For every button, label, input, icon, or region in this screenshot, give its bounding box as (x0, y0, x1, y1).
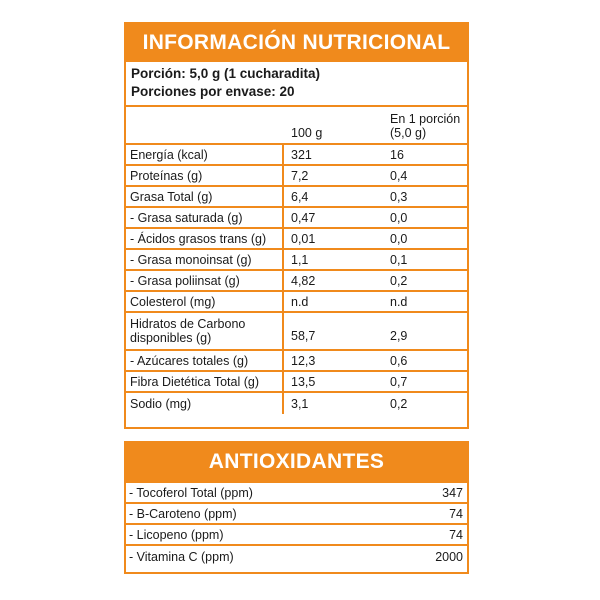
antioxidant-name: - Tocoferol Total (ppm) (129, 485, 253, 500)
header-name-cell (126, 107, 284, 143)
nutrient-name: Fibra Dietética Total (g) (126, 372, 284, 391)
nutrient-value-per-portion: 0,2 (390, 273, 408, 288)
nutrient-value-per-portion: 0,0 (390, 210, 408, 225)
antioxidant-value: 2000 (435, 549, 463, 564)
nutrient-row-carbohydrates: Hidratos de Carbono disponibles (g) 58,7… (126, 313, 467, 351)
nutrient-value-per-100g: n.d (291, 294, 309, 309)
antioxidant-value: 347 (442, 485, 463, 500)
nutrition-facts-panel: INFORMACIÓN NUTRICIONAL Porción: 5,0 g (… (124, 22, 469, 429)
nutrient-name: Proteínas (g) (126, 166, 284, 185)
antioxidants-panel: ANTIOXIDANTES - Tocoferol Total (ppm) 34… (124, 441, 469, 574)
antioxidants-title: ANTIOXIDANTES (126, 443, 467, 483)
nutrient-row-total-fat: Grasa Total (g) 6,4 0,3 (126, 187, 467, 208)
antioxidant-name: - Vitamina C (ppm) (129, 549, 234, 564)
nutrient-value-per-portion: 0,7 (390, 374, 408, 389)
nutrient-value-per-100g: 6,4 (291, 189, 309, 204)
nutrient-name: Hidratos de Carbono disponibles (g) (126, 313, 284, 349)
nutrient-value-per-100g: 12,3 (291, 353, 316, 368)
antioxidant-row-lycopene: - Licopeno (ppm) 74 (126, 525, 467, 546)
serving-info: Porción: 5,0 g (1 cucharadita) Porciones… (126, 62, 467, 107)
nutrient-value-per-100g: 1,1 (291, 252, 309, 267)
nutrition-table-header: 100 g En 1 porción (5,0 g) (126, 107, 467, 145)
serving-size: Porción: 5,0 g (1 cucharadita) (131, 66, 321, 81)
nutrient-row-trans-fat: - Ácidos grasos trans (g) 0,01 0,0 (126, 229, 467, 250)
nutrient-value-per-portion: 16 (390, 147, 404, 162)
nutrient-value-per-portion: n.d (390, 294, 408, 309)
nutrient-name: - Azúcares totales (g) (126, 351, 284, 370)
column-header-per-100g: 100 g (291, 126, 323, 140)
nutrient-row-monounsaturated-fat: - Grasa monoinsat (g) 1,1 0,1 (126, 250, 467, 271)
nutrient-value-per-100g: 3,1 (291, 396, 309, 411)
nutrient-value-per-100g: 7,2 (291, 168, 309, 183)
nutrient-value-per-100g: 13,5 (291, 374, 316, 389)
nutrient-row-total-sugars: - Azúcares totales (g) 12,3 0,6 (126, 351, 467, 372)
nutrient-value-per-100g: 0,47 (291, 210, 316, 225)
antioxidant-name: - Licopeno (ppm) (129, 527, 224, 542)
nutrient-row-dietary-fiber: Fibra Dietética Total (g) 13,5 0,7 (126, 372, 467, 393)
antioxidant-row-beta-carotene: - B-Caroteno (ppm) 74 (126, 504, 467, 525)
nutrient-name: - Ácidos grasos trans (g) (126, 229, 284, 248)
nutrient-value-per-portion: 0,3 (390, 189, 408, 204)
nutrient-name: Energía (kcal) (126, 145, 284, 164)
antioxidant-row-tocopherol: - Tocoferol Total (ppm) 347 (126, 483, 467, 504)
nutrient-name: - Grasa poliinsat (g) (126, 271, 284, 290)
nutrient-row-sodium: Sodio (mg) 3,1 0,2 (126, 393, 467, 414)
nutrient-value-per-portion: 0,0 (390, 231, 408, 246)
nutrient-value-per-100g: 321 (291, 147, 312, 162)
antioxidant-value: 74 (449, 506, 463, 521)
nutrient-row-protein: Proteínas (g) 7,2 0,4 (126, 166, 467, 187)
antioxidants-table: - Tocoferol Total (ppm) 347 - B-Caroteno… (126, 483, 467, 567)
nutrient-name: Colesterol (mg) (126, 292, 284, 311)
nutrient-value-per-100g: 4,82 (291, 273, 316, 288)
nutrient-row-energy: Energía (kcal) 321 16 (126, 145, 467, 166)
nutrient-value-per-100g: 58,7 (291, 329, 316, 343)
nutrient-name: Sodio (mg) (126, 393, 284, 414)
column-header-per-portion: En 1 porción (5,0 g) (390, 112, 461, 140)
nutrient-value-per-portion: 0,2 (390, 396, 408, 411)
nutrient-name: - Grasa monoinsat (g) (126, 250, 284, 269)
nutrient-value-per-portion: 0,4 (390, 168, 408, 183)
nutrient-row-polyunsaturated-fat: - Grasa poliinsat (g) 4,82 0,2 (126, 271, 467, 292)
nutrient-name: - Grasa saturada (g) (126, 208, 284, 227)
nutrient-row-saturated-fat: - Grasa saturada (g) 0,47 0,0 (126, 208, 467, 229)
nutrient-value-per-portion: 0,1 (390, 252, 408, 267)
nutrient-value-per-portion: 0,6 (390, 353, 408, 368)
nutrition-title: INFORMACIÓN NUTRICIONAL (126, 24, 467, 62)
nutrient-row-cholesterol: Colesterol (mg) n.d n.d (126, 292, 467, 313)
nutrient-name: Grasa Total (g) (126, 187, 284, 206)
servings-per-container: Porciones por envase: 20 (131, 84, 295, 99)
nutrient-value-per-100g: 0,01 (291, 231, 316, 246)
antioxidant-name: - B-Caroteno (ppm) (129, 506, 237, 521)
nutrient-value-per-portion: 2,9 (390, 329, 408, 343)
antioxidant-value: 74 (449, 527, 463, 542)
nutrition-table: 100 g En 1 porción (5,0 g) Energía (kcal… (126, 107, 467, 414)
antioxidant-row-vitamin-c: - Vitamina C (ppm) 2000 (126, 546, 467, 567)
